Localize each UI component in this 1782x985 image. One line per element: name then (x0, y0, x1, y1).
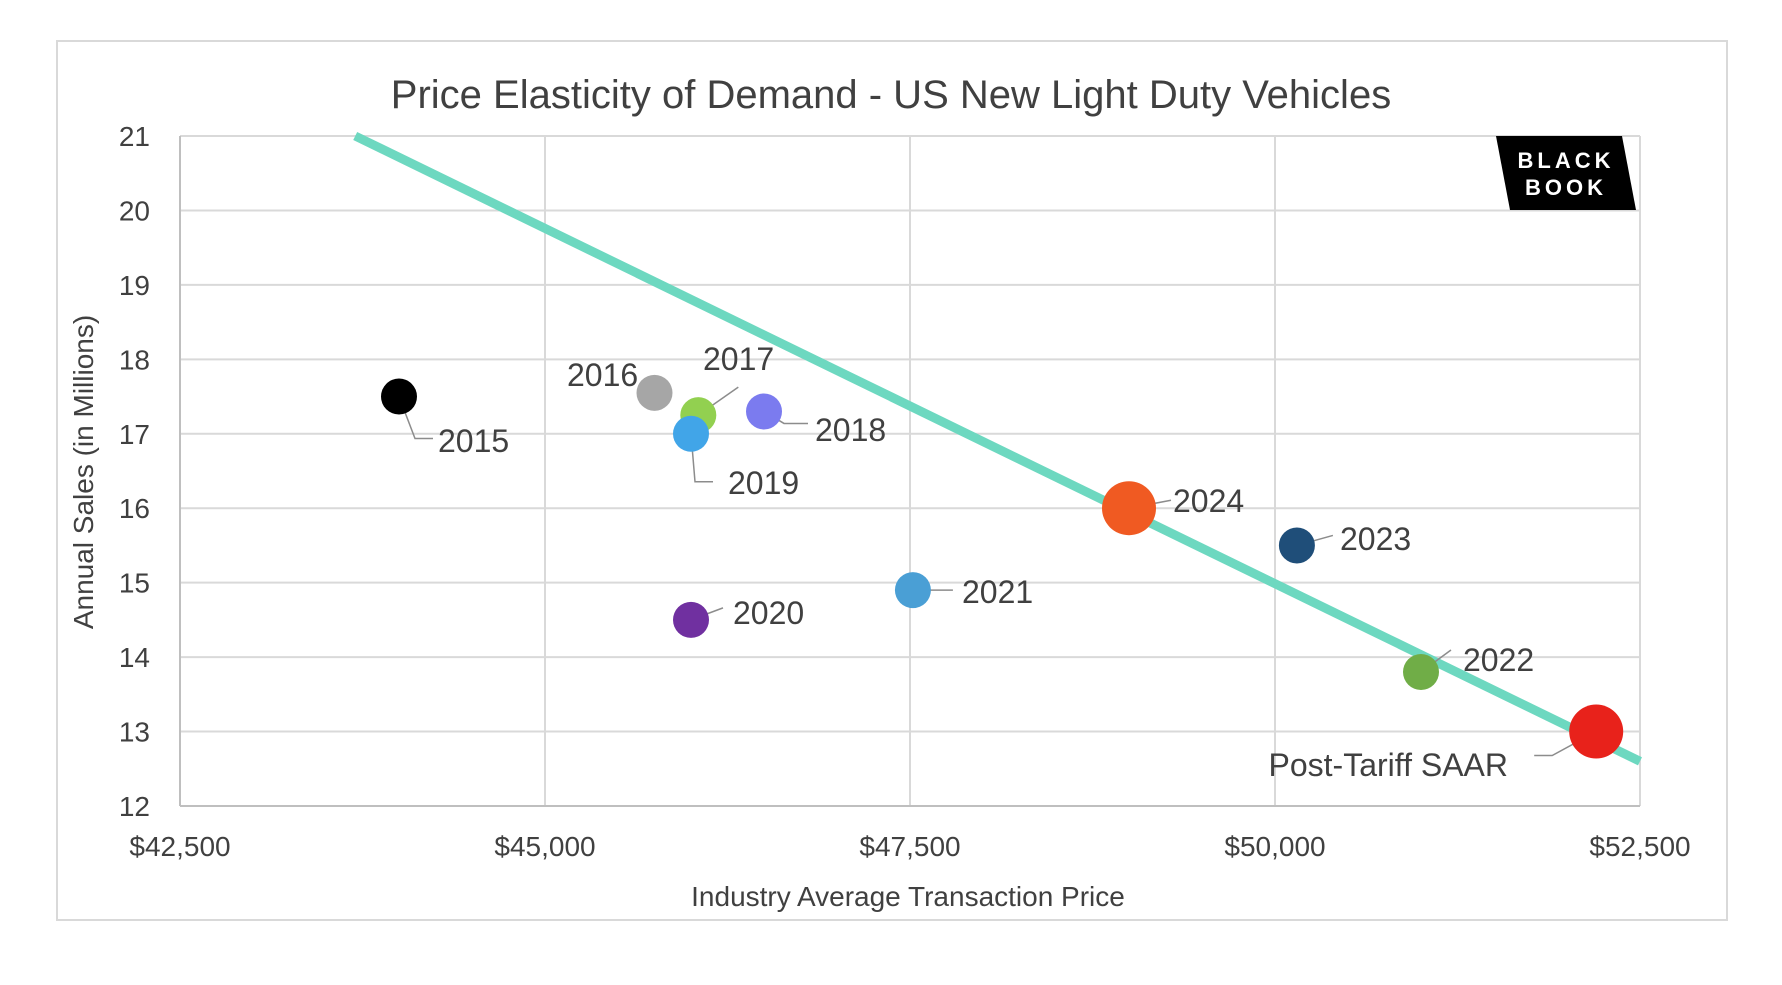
logo-line-1: BLACK (1518, 148, 1615, 173)
point-2020 (673, 601, 709, 638)
label-2022: 2022 (1463, 642, 1534, 678)
y-tick-label: 15 (119, 568, 150, 599)
y-tick-label: 12 (119, 791, 150, 822)
y-tick-label: 16 (119, 493, 150, 524)
label-2020: 2020 (733, 595, 804, 631)
label-2018: 2018 (815, 412, 886, 448)
label-post-tariff-saar: Post-Tariff SAAR (1269, 747, 1508, 783)
chart-title: Price Elasticity of Demand - US New Ligh… (391, 73, 1391, 117)
x-tick-label: $52,500 (1589, 831, 1690, 862)
logo-line-2: BOOK (1525, 175, 1607, 200)
x-tick-label: $47,500 (859, 831, 960, 862)
axes (179, 136, 1640, 807)
point-2021 (894, 572, 931, 609)
x-tick-label: $45,000 (494, 831, 595, 862)
x-tick-label: $42,500 (129, 831, 230, 862)
point-2019 (673, 415, 709, 452)
y-tick-label: 20 (119, 195, 150, 226)
x-axis-title: Industry Average Transaction Price (691, 881, 1125, 912)
y-tick-label: 19 (119, 270, 150, 301)
chart-border (56, 40, 1728, 921)
label-2024: 2024 (1173, 483, 1244, 519)
y-tick-label: 17 (119, 419, 150, 450)
point-post-tariff-saar (1569, 704, 1624, 759)
label-2021: 2021 (962, 574, 1033, 610)
y-tick-label: 21 (119, 121, 150, 152)
point-2015 (381, 378, 417, 415)
label-2016: 2016 (567, 357, 638, 393)
y-tick-label: 13 (119, 717, 150, 748)
label-2015: 2015 (438, 423, 509, 459)
point-2024 (1102, 481, 1156, 536)
label-2023: 2023 (1340, 521, 1411, 557)
point-2016 (636, 374, 673, 411)
data-labels: 2015 2016 2017 2018 2019 2020 2021 2022 2023 2024… (438, 341, 1534, 783)
y-axis-title: Annual Sales (in Millions) (68, 315, 99, 629)
logo-badge (1496, 136, 1636, 210)
label-2019: 2019 (728, 465, 799, 501)
x-tick-label: $50,000 (1224, 831, 1325, 862)
point-2018 (746, 393, 782, 430)
point-2023 (1278, 527, 1315, 564)
label-2017: 2017 (703, 341, 774, 377)
y-tick-label: 18 (119, 344, 150, 375)
black-book-logo: BLACK BOOK (1496, 136, 1636, 210)
point-2022 (1403, 654, 1439, 690)
y-tick-label: 14 (119, 642, 150, 673)
data-points (381, 374, 1624, 759)
